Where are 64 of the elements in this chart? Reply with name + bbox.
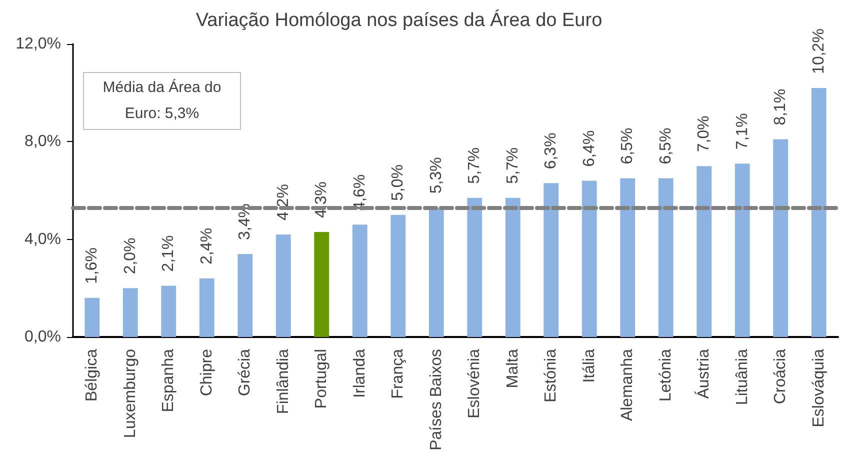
x-tick-label: Lituânia xyxy=(734,348,751,406)
data-label: 8,1% xyxy=(772,88,790,126)
y-tick-label: 4,0% xyxy=(24,230,61,248)
bar xyxy=(505,198,520,337)
data-label: 4,3% xyxy=(313,182,330,218)
x-tick-label: Letónia xyxy=(657,348,674,402)
x-tick-label: Portugal xyxy=(313,349,330,409)
bar xyxy=(582,180,597,337)
x-tick-label: Luxemburgo xyxy=(122,348,139,438)
bar xyxy=(122,288,138,337)
data-label: 5,7% xyxy=(466,147,484,184)
data-label: 2,4% xyxy=(198,228,216,264)
bar xyxy=(352,224,368,337)
bar xyxy=(199,278,214,337)
x-tick-label: Áustria xyxy=(694,348,713,399)
data-label: 2,1% xyxy=(160,235,178,272)
bar xyxy=(276,234,291,337)
x-tick-label: Alemanha xyxy=(619,348,636,422)
data-label: 6,5% xyxy=(657,128,674,164)
y-tick-label: 0,0% xyxy=(24,328,61,346)
bar xyxy=(161,286,176,337)
bar xyxy=(314,232,330,337)
x-tick-label: Chipre xyxy=(198,348,216,396)
x-tick-label: Croácia xyxy=(772,348,790,404)
x-tick-label: Estónia xyxy=(542,348,560,402)
bar xyxy=(467,198,482,337)
x-tick-label: Espanha xyxy=(160,348,178,412)
annotation: Média da Área do Euro: 5,3% xyxy=(102,78,222,124)
chart-title: Variação Homóloga nos países da Área do Euro xyxy=(196,9,602,31)
bar xyxy=(544,183,559,337)
data-label: 4,2% xyxy=(274,184,292,220)
bar xyxy=(390,214,406,337)
data-label: 7,1% xyxy=(734,113,751,150)
y-tick-label: 12,0% xyxy=(16,36,61,52)
y-tick-label: 8,0% xyxy=(24,133,61,150)
x-tick-label: França xyxy=(390,348,407,399)
bar xyxy=(84,298,100,337)
x-tick-label: Eslováquia xyxy=(810,348,828,428)
data-label: 7,0% xyxy=(696,116,713,152)
data-label: 5,0% xyxy=(390,164,407,201)
x-tick-label: Grécia xyxy=(236,348,254,396)
data-label: 6,4% xyxy=(580,130,598,167)
x-tick-label: Bélgica xyxy=(84,348,101,402)
bar xyxy=(696,166,712,337)
data-label: 6,3% xyxy=(542,132,560,170)
bar xyxy=(428,208,444,337)
data-label: 5,7% xyxy=(504,147,522,184)
bar xyxy=(773,139,788,337)
data-label: 1,6% xyxy=(84,247,101,284)
bar xyxy=(620,178,636,337)
x-tick-label: Eslovénia xyxy=(466,348,484,418)
bar xyxy=(238,254,253,337)
x-tick-label: Malta xyxy=(504,348,522,388)
data-label: 6,5% xyxy=(619,128,636,164)
data-label: 10,2% xyxy=(810,28,828,74)
x-tick-label: Itália xyxy=(580,348,598,383)
data-label: 2,0% xyxy=(122,238,139,274)
x-tick-label: Finlândia xyxy=(274,348,292,414)
bar xyxy=(658,178,674,337)
x-tick-label: Países Baixos xyxy=(428,349,445,450)
bar xyxy=(811,88,826,337)
data-label: 5,3% xyxy=(428,157,445,194)
x-tick-label: Irlanda xyxy=(351,348,368,398)
bar xyxy=(734,164,750,337)
